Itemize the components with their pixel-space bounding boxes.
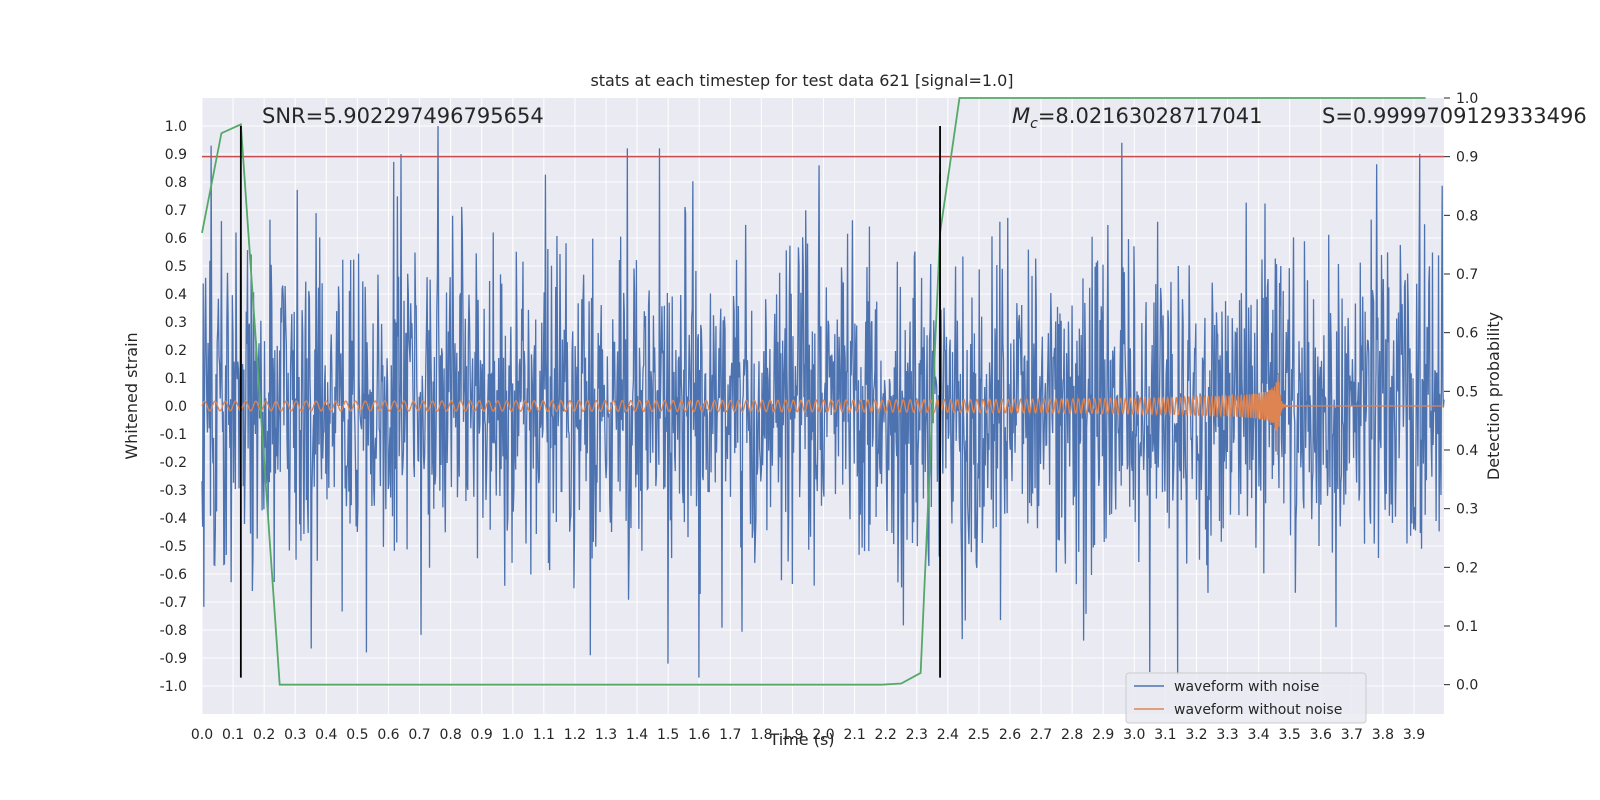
y-right-tick-label: 1.0: [1456, 91, 1478, 107]
chirp-mass-symbol: M: [1012, 104, 1030, 128]
x-tick-label: 3.0: [1123, 727, 1145, 743]
y-tick-label: -0.2: [160, 455, 187, 471]
x-tick-label: 2.3: [906, 727, 928, 743]
y-tick-label: -0.9: [160, 651, 187, 667]
series-detection-probability: [201, 97, 1426, 686]
y-tick-label: 0.7: [165, 203, 187, 219]
chart-title: stats at each timestep for test data 621…: [590, 71, 1013, 90]
x-tick-label: 2.7: [1030, 727, 1052, 743]
y-tick-label: -0.4: [160, 511, 187, 527]
x-tick-label: 1.2: [564, 727, 586, 743]
x-tick-label: 3.5: [1279, 727, 1301, 743]
x-tick-label: 0.2: [253, 727, 275, 743]
x-tick-label: 2.1: [843, 727, 865, 743]
x-tick-label: 3.3: [1216, 727, 1238, 743]
x-tick-label: 1.0: [502, 727, 524, 743]
y-right-tick-label: 0.9: [1456, 150, 1478, 166]
y-tick-label: -0.3: [160, 483, 187, 499]
y-right-tick-label: 0.5: [1456, 384, 1478, 400]
detection-probability-line: [201, 97, 1426, 686]
y-tick-label: 1.0: [165, 119, 187, 135]
x-tick-label: 0.5: [346, 727, 368, 743]
snr-annotation: SNR=5.902297496795654: [262, 104, 544, 128]
x-tick-label: 1.7: [719, 727, 741, 743]
y-right-tick-label: 0.3: [1456, 502, 1478, 518]
x-tick-label: 2.8: [1061, 727, 1083, 743]
x-tick-label: 1.1: [533, 727, 555, 743]
legend: waveform with noise waveform without noi…: [1125, 672, 1367, 724]
series-clean-waveform: [201, 374, 1444, 456]
x-tick-label: 1.6: [688, 727, 710, 743]
y-tick-label: 0.1: [165, 371, 187, 387]
x-tick-label: 0.6: [377, 727, 399, 743]
x-tick-label: 1.8: [750, 727, 772, 743]
x-tick-label: 2.5: [968, 727, 990, 743]
y-tick-label: 0.2: [165, 343, 187, 359]
y-axis-right-label: Detection probability: [1484, 312, 1503, 480]
x-tick-label: 2.9: [1092, 727, 1114, 743]
x-tick-label: 0.4: [315, 727, 337, 743]
x-tick-label: 2.0: [812, 727, 834, 743]
y-tick-label: -0.7: [160, 595, 187, 611]
x-tick-label: 2.2: [875, 727, 897, 743]
legend-label-noisy: waveform with noise: [1174, 679, 1319, 695]
chirp-mass-subscript: c: [1030, 116, 1038, 132]
x-tick-label: 0.8: [439, 727, 461, 743]
noisy-waveform-line: [201, 125, 1445, 678]
y-tick-label: -1.0: [160, 679, 187, 695]
x-tick-label: 2.4: [937, 727, 959, 743]
y-tick-label: 0.6: [165, 231, 187, 247]
y-tick-label: -0.6: [160, 567, 187, 583]
y-tick-label: 0.5: [165, 259, 187, 275]
legend-label-clean: waveform without noise: [1174, 702, 1342, 718]
score-annotation: S=0.9999709129333496: [1322, 104, 1587, 128]
y-right-tick-label: 0.6: [1456, 326, 1478, 342]
y-tick-label: 0.3: [165, 315, 187, 331]
x-tick-label: 3.2: [1185, 727, 1207, 743]
x-tick-label: 0.9: [471, 727, 493, 743]
x-tick-label: 0.3: [284, 727, 306, 743]
x-tick-label: 2.6: [999, 727, 1021, 743]
y-right-tick-label: 0.8: [1456, 208, 1478, 224]
x-axis-label: Time (s): [768, 730, 834, 749]
x-tick-label: 1.9: [781, 727, 803, 743]
y-tick-label: -0.8: [160, 623, 187, 639]
x-tick-label: 0.7: [408, 727, 430, 743]
x-tick-label: 1.3: [595, 727, 617, 743]
y-tick-label: 0.8: [165, 175, 187, 191]
x-tick-label: 3.1: [1154, 727, 1176, 743]
y-right-tick-label: 0.1: [1456, 619, 1478, 635]
y-tick-label: -0.5: [160, 539, 187, 555]
x-tick-label: 3.6: [1310, 727, 1332, 743]
y-axis-label: Whitened strain: [122, 332, 141, 459]
x-tick-label: 0.0: [191, 727, 213, 743]
legend-box: [1125, 672, 1367, 724]
x-tick-label: 3.4: [1247, 727, 1269, 743]
x-axis-ticks: 0.0 0.1 0.2 0.3 0.4 0.5 0.6 0.7 0.8 0.9 1.0 1.1 1.2 1…: [191, 727, 1425, 743]
x-tick-label: 3.9: [1403, 727, 1425, 743]
x-tick-label: 0.1: [222, 727, 244, 743]
y-axis-right-ticks: 1.0 0.9 0.8 0.7 0.6 0.5 0.4 0.3 0.2 0.1 0.0: [1444, 91, 1478, 694]
y-right-tick-label: 0.2: [1456, 560, 1478, 576]
y-tick-label: 0.4: [165, 287, 187, 303]
x-tick-label: 1.5: [657, 727, 679, 743]
y-tick-label: 0.9: [165, 147, 187, 163]
y-axis-ticks: 1.0 0.9 0.8 0.7 0.6 0.5 0.4 0.3 0.2 0.1 0.0 -0.1 -0.…: [160, 119, 187, 695]
chirp-mass-value: =8.02163028717041: [1038, 104, 1263, 128]
x-tick-label: 1.4: [626, 727, 648, 743]
y-tick-label: -0.1: [160, 427, 187, 443]
chirp-mass-annotation: Mc=8.02163028717041: [1012, 104, 1263, 132]
x-tick-label: 3.7: [1341, 727, 1363, 743]
vertical-markers: [239, 126, 941, 678]
clean-waveform-line: [201, 374, 1444, 456]
y-tick-label: 0.0: [165, 399, 187, 415]
y-right-tick-label: 0.7: [1456, 267, 1478, 283]
x-tick-label: 3.8: [1372, 727, 1394, 743]
y-right-tick-label: 0.4: [1456, 443, 1478, 459]
series-noisy-waveform: [201, 125, 1445, 678]
y-right-tick-label: 0.0: [1456, 678, 1478, 694]
